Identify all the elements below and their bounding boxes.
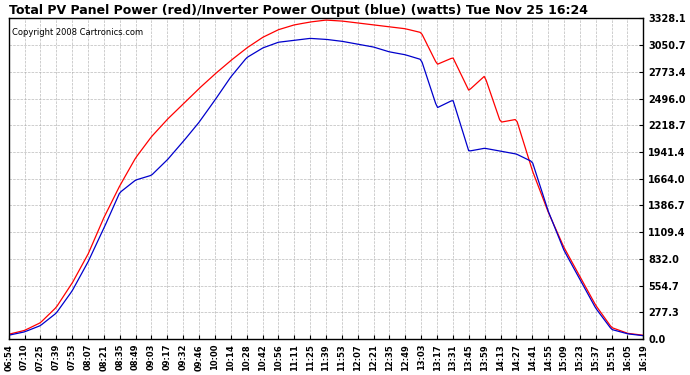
Text: Total PV Panel Power (red)/Inverter Power Output (blue) (watts) Tue Nov 25 16:24: Total PV Panel Power (red)/Inverter Powe… bbox=[9, 4, 588, 17]
Text: Copyright 2008 Cartronics.com: Copyright 2008 Cartronics.com bbox=[12, 28, 143, 37]
